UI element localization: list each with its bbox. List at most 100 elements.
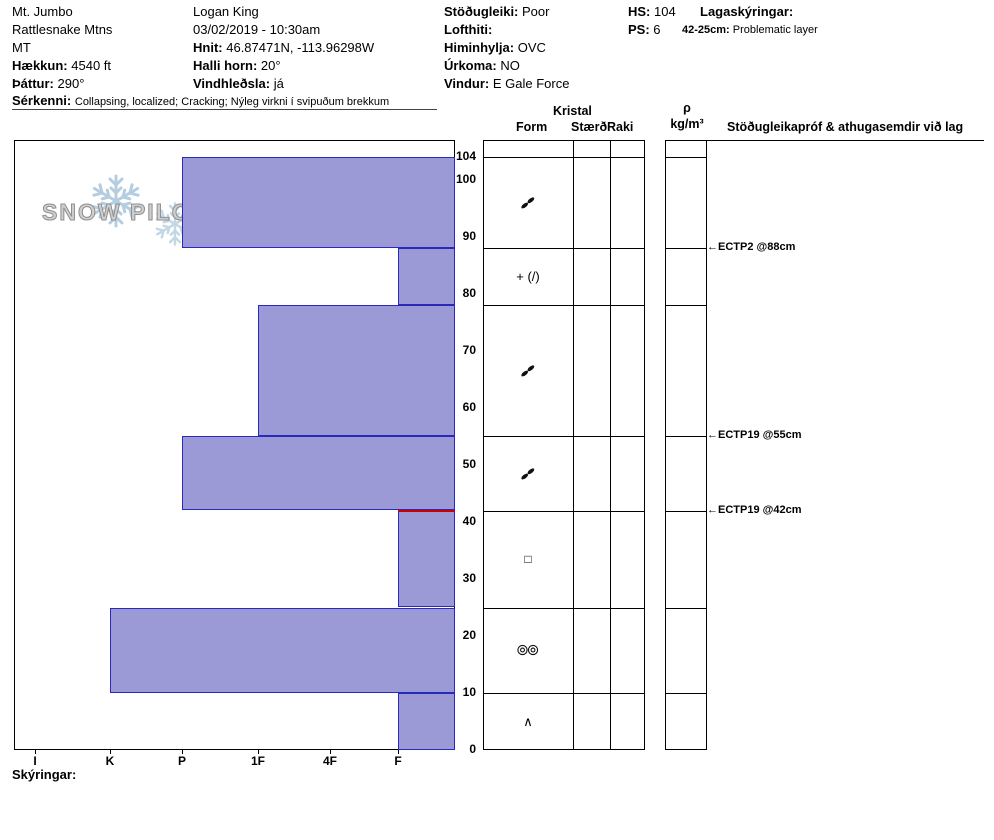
stability-label: Stöðugleiki: <box>444 4 519 19</box>
slope-label: Halli horn: <box>193 58 258 73</box>
stability-value: Poor <box>522 4 550 19</box>
layer-note-text: Problematic layer <box>732 24 818 36</box>
snow-layer-bar <box>398 248 455 306</box>
depth-tick-label: 100 <box>455 171 476 186</box>
hardness-tick-label: P <box>177 754 186 768</box>
hardness-tick-label: 1F <box>250 754 265 768</box>
aspect-row: Þáttur: 290° <box>12 75 112 93</box>
features-value: Collapsing, localized; Cracking; Nýleg v… <box>74 96 390 108</box>
ps-label: PS: <box>628 22 650 37</box>
datetime: 03/02/2019 - 10:30am <box>193 22 321 37</box>
density-column-frame <box>665 140 707 750</box>
snow-layer-bar <box>110 607 455 693</box>
snowpilot-logo: SNOW PILOT <box>40 173 215 249</box>
precip-row: Úrkoma: NO <box>444 57 569 75</box>
hs-row: HS: 104 <box>628 3 676 21</box>
depth-tick-label: 30 <box>462 570 476 585</box>
melt-forms-icon <box>517 645 539 656</box>
hardness-tick <box>182 750 183 754</box>
ps-value: 6 <box>653 22 661 37</box>
raki-header: Raki <box>607 120 634 134</box>
grid-layer-line <box>665 248 707 250</box>
depth-tick-label: 104 <box>455 149 476 163</box>
depth-tick-label: 40 <box>462 513 476 528</box>
elevation-label: Hækkun: <box>12 58 68 73</box>
layer-note-row: 42-25cm: Problematic layer <box>682 21 818 39</box>
density-symbol-header: ρ <box>683 101 691 115</box>
grid-layer-line <box>665 157 707 158</box>
snow-layer-bar <box>182 157 455 249</box>
staerd-header: Stærð <box>571 120 608 134</box>
left-arrow-icon: ← <box>707 429 718 442</box>
left-arrow-icon: ← <box>707 241 718 254</box>
wind-value: E Gale Force <box>492 76 570 91</box>
wind-label: Vindur: <box>444 76 490 91</box>
tests-header: Stöðugleikapróf & athugasemdir við lag <box>727 120 964 134</box>
grid-layer-line <box>483 157 645 158</box>
header-divider <box>12 109 437 110</box>
depth-tick-label: 80 <box>462 285 476 300</box>
snow-layer-bar <box>258 305 455 437</box>
windload-row: Vindhleðsla: já <box>193 75 374 93</box>
slope-value: 20° <box>260 58 281 73</box>
depth-tick-label: 10 <box>462 685 476 699</box>
depth-tick-label: 70 <box>462 342 476 357</box>
precip-label: Úrkoma: <box>444 58 497 73</box>
grid-layer-line <box>483 510 645 512</box>
grid-layer-line <box>483 693 645 694</box>
hardness-tick <box>398 750 399 754</box>
depth-hoar-icon: ∧ <box>523 713 533 729</box>
sky-value: OVC <box>517 40 546 55</box>
wind-row: Vindur: E Gale Force <box>444 75 569 93</box>
snowflake-icon <box>153 202 197 246</box>
tests-header-underline <box>707 140 984 141</box>
grid-layer-line <box>665 436 707 438</box>
coords-label: Hnit: <box>193 40 223 55</box>
density-unit-header: kg/m³ <box>670 117 704 131</box>
elevation-row: Hækkun: 4540 ft <box>12 57 112 75</box>
decomposing-fragments-icon <box>521 197 535 208</box>
legend-label: Skýringar: <box>12 767 77 782</box>
depth-tick-label: 60 <box>462 399 476 414</box>
grid-layer-line <box>483 436 645 438</box>
features-row: Sérkenni: Collapsing, localized; Crackin… <box>12 92 389 111</box>
hardness-tick-label: K <box>105 754 115 768</box>
range-name: Rattlesnake Mtns <box>12 22 113 37</box>
left-arrow-icon: ← <box>707 503 718 516</box>
snow-layer-bar <box>182 436 455 511</box>
coords-row: Hnit: 46.87471N, -113.96298W <box>193 39 374 57</box>
slope-row: Halli horn: 20° <box>193 57 374 75</box>
snow-layer-bar <box>398 510 455 608</box>
grain-form-symbol-DF <box>520 195 537 210</box>
snow-layer-bar <box>398 693 455 750</box>
grid-layer-line <box>665 510 707 512</box>
hardness-tick-label: F <box>394 754 402 768</box>
grain-form-symbol-MF <box>517 644 540 657</box>
problem-layer-line <box>398 509 455 512</box>
decomposing-fragments-icon <box>521 365 535 377</box>
aspect-label: Þáttur: <box>12 76 54 91</box>
hs-value: 104 <box>654 4 676 19</box>
depth-tick-label: 90 <box>462 228 476 243</box>
depth-tick-label: 50 <box>462 456 476 471</box>
site-name: Mt. Jumbo <box>12 4 73 19</box>
grain-form-symbol-DF <box>520 466 537 481</box>
conditions-block: Stöðugleiki: Poor Lofthiti: Himinhylja: … <box>444 3 569 93</box>
hs-label: HS: <box>628 4 651 19</box>
layer-notes-title: Lagaskýringar: <box>700 4 794 19</box>
test-annotation: ←ECTP19 @55cm <box>707 429 802 442</box>
faceted-crystals-icon: □ <box>524 552 532 566</box>
windload-label: Vindhleðsla: <box>193 76 271 91</box>
hardness-tick-label: I <box>33 754 37 768</box>
grain-grid-frame <box>483 140 645 750</box>
airtemp-row: Lofthiti: <box>444 21 569 39</box>
windload-value: já <box>273 76 284 91</box>
grid-layer-line <box>665 305 707 307</box>
depth-tick-label: 20 <box>462 628 476 642</box>
hardness-tick <box>330 750 331 754</box>
logo-text: SNOW PILOT <box>42 199 208 226</box>
stability-row: Stöðugleiki: Poor <box>444 3 569 21</box>
hardness-tick <box>110 750 111 754</box>
sky-label: Himinhylja: <box>444 40 515 55</box>
